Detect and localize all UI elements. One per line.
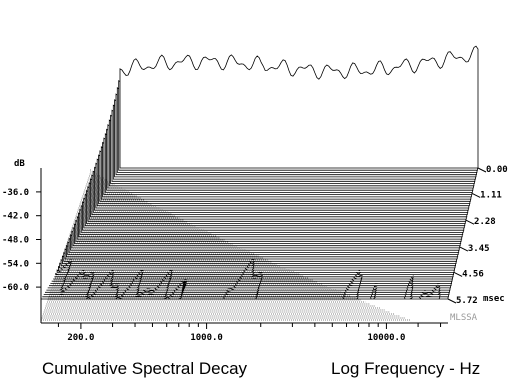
y-tick-label: -60.0	[2, 283, 29, 293]
time-unit-label: msec	[483, 294, 505, 304]
time-tick-label: 2.28	[474, 217, 496, 227]
time-tick-mark	[477, 167, 487, 173]
x-tick-label: 200.0	[67, 333, 94, 343]
y-tick-label: -54.0	[2, 259, 29, 269]
time-tick-label: 5.72	[456, 296, 478, 306]
x-tick-label: 10000.0	[367, 333, 405, 343]
time-tick-mark	[471, 192, 481, 198]
chart-title: Cumulative Spectral Decay	[42, 359, 248, 378]
y-tick-label: -48.0	[2, 236, 29, 246]
time-tick-mark	[459, 246, 469, 252]
x-axis-title: Log Frequency - Hz	[331, 359, 481, 378]
time-tick-mark	[453, 271, 463, 277]
axes	[40, 168, 448, 324]
time-tick-label: 1.11	[480, 190, 502, 200]
decay-slice	[119, 45, 479, 169]
time-tick-mark	[465, 219, 475, 225]
x-ticks: 200.0 1000.0 10000.0	[57, 323, 442, 343]
y-ticks: -36.0 -42.0 -48.0 -54.0 -60.0	[2, 188, 41, 293]
time-tick-label: 3.45	[468, 244, 490, 254]
waterfall-surface	[41, 45, 479, 300]
time-tick-label: 4.56	[462, 269, 484, 279]
time-tick-mark	[447, 298, 457, 304]
watermark: MLSSA	[450, 313, 478, 323]
time-tick-label: 0.00	[486, 165, 508, 175]
time-ticks: 0.00 1.11 2.28 3.45 4.56 5.72	[447, 165, 508, 306]
y-axis-unit-label: dB	[14, 159, 25, 169]
x-tick-label: 1000.0	[190, 333, 223, 343]
y-tick-label: -36.0	[2, 188, 29, 198]
floor-hatching	[41, 169, 410, 321]
y-tick-label: -42.0	[2, 212, 29, 222]
